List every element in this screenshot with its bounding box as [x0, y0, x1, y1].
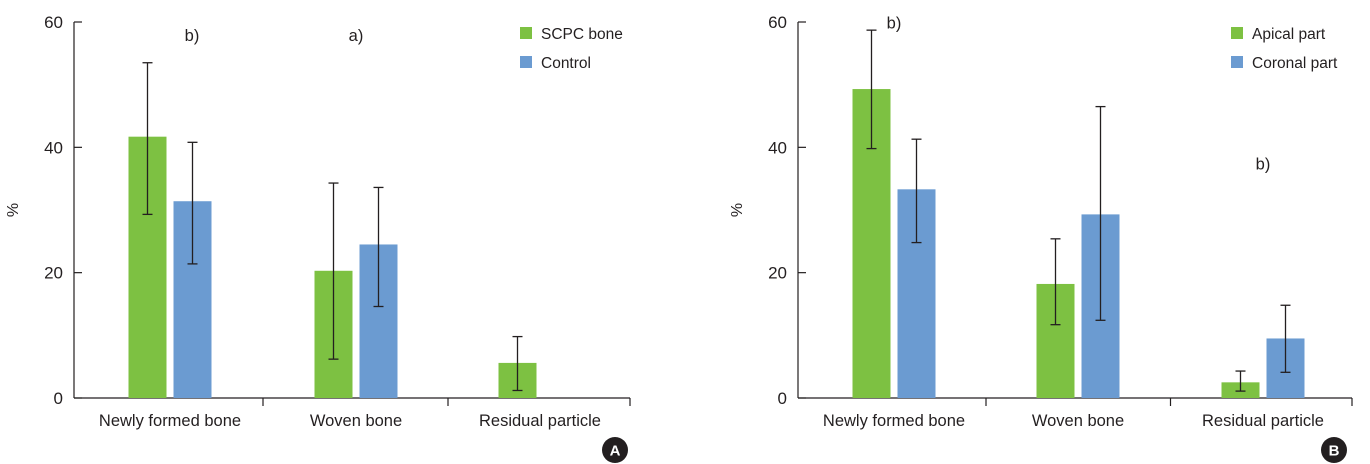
legend-swatch: [1231, 27, 1243, 39]
chart-panel-a: 0 20 40 60% Newly formed bone Woven bone Resid…: [5, 13, 631, 463]
error-bar: [1095, 105, 1106, 321]
legend-label: SCPC bone: [541, 26, 623, 43]
x-category-label: Woven bone: [1032, 412, 1124, 430]
significance-annotation: b): [1256, 155, 1271, 173]
error-bar: [866, 29, 877, 150]
significance-annotation: a): [349, 27, 364, 45]
y-tick-label: 0: [778, 389, 787, 408]
error-bar: [1280, 304, 1291, 373]
y-axis-label: %: [5, 203, 22, 217]
x-category-label: Residual particle: [1202, 412, 1324, 430]
significance-annotation: b): [887, 14, 902, 32]
error-bar: [1050, 238, 1061, 326]
panel-label-badge: A: [602, 437, 628, 463]
panel-label-badge: B: [1321, 437, 1347, 463]
x-category-label: Residual particle: [479, 412, 601, 430]
error-bar: [512, 335, 523, 392]
error-bar: [373, 186, 384, 308]
legend-label: Control: [541, 55, 591, 72]
panel-label-text: A: [610, 443, 621, 460]
y-tick-label: 20: [768, 264, 787, 283]
legend-swatch: [1231, 56, 1243, 68]
x-category-label: Newly formed bone: [99, 412, 241, 430]
legend-swatch: [520, 56, 532, 68]
legend-label: Apical part: [1252, 26, 1326, 43]
error-bar: [911, 138, 922, 244]
error-bar: [187, 141, 198, 265]
y-tick-label: 60: [44, 13, 63, 32]
error-bar: [328, 182, 339, 360]
error-bar: [1235, 370, 1246, 392]
error-bar: [142, 62, 153, 216]
x-category-label: Woven bone: [310, 412, 402, 430]
significance-annotation: b): [185, 27, 200, 45]
x-category-label: Newly formed bone: [823, 412, 965, 430]
y-tick-label: 40: [768, 138, 787, 157]
y-tick-label: 60: [768, 13, 787, 32]
legend-label: Coronal part: [1252, 55, 1338, 72]
legend-swatch: [520, 27, 532, 39]
y-tick-label: 40: [44, 138, 63, 157]
chart-panel-b: 0 20 40 60% Newly formed bone Woven bone Resid…: [729, 13, 1353, 463]
panel-label-text: B: [1329, 443, 1340, 460]
y-tick-label: 20: [44, 264, 63, 283]
y-tick-label: 0: [54, 389, 63, 408]
y-axis-label: %: [729, 203, 746, 217]
